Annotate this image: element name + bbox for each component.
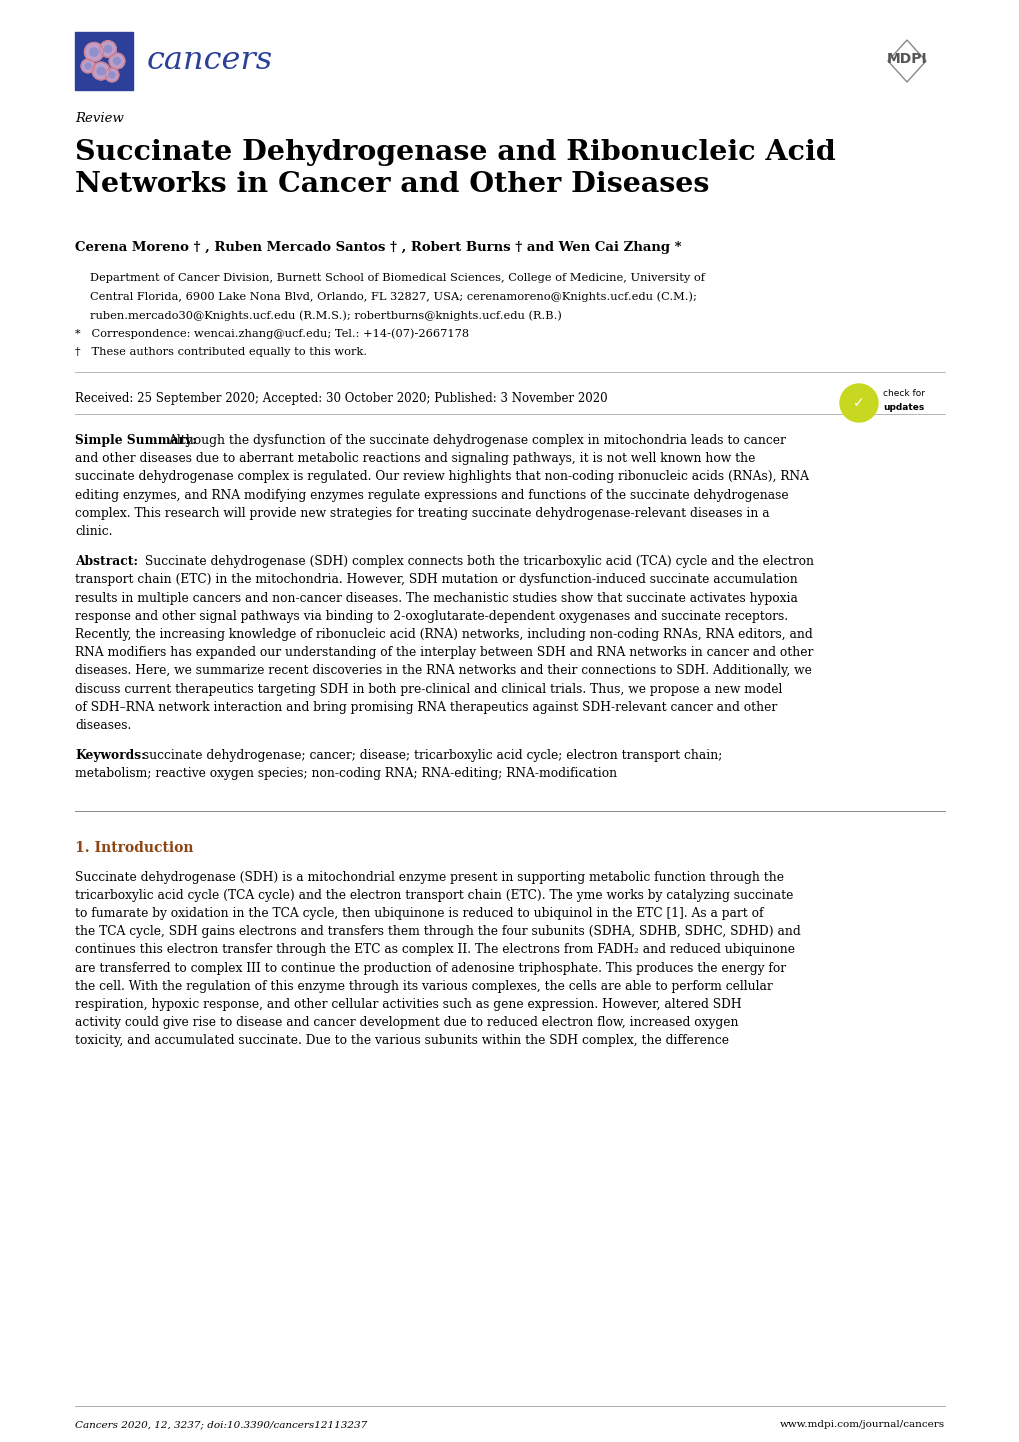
Text: response and other signal pathways via binding to 2-oxoglutarate-dependent oxyge: response and other signal pathways via b… [75, 610, 788, 623]
Text: Succinate dehydrogenase (SDH) is a mitochondrial enzyme present in supporting me: Succinate dehydrogenase (SDH) is a mitoc… [75, 871, 784, 884]
Polygon shape [888, 40, 925, 82]
Text: complex. This research will provide new strategies for treating succinate dehydr: complex. This research will provide new … [75, 506, 769, 519]
Text: succinate dehydrogenase; cancer; disease; tricarboxylic acid cycle; electron tra: succinate dehydrogenase; cancer; disease… [139, 750, 721, 763]
Text: Review: Review [75, 112, 123, 125]
Circle shape [113, 58, 120, 65]
Circle shape [840, 384, 877, 423]
Text: metabolism; reactive oxygen species; non-coding RNA; RNA-editing; RNA-modificati: metabolism; reactive oxygen species; non… [75, 767, 616, 780]
Text: RNA modifiers has expanded our understanding of the interplay between SDH and RN: RNA modifiers has expanded our understan… [75, 646, 812, 659]
Text: Succinate Dehydrogenase and Ribonucleic Acid
Networks in Cancer and Other Diseas: Succinate Dehydrogenase and Ribonucleic … [75, 138, 835, 198]
Text: transport chain (ETC) in the mitochondria. However, SDH mutation or dysfunction-: transport chain (ETC) in the mitochondri… [75, 574, 797, 587]
Text: and other diseases due to aberrant metabolic reactions and signaling pathways, i: and other diseases due to aberrant metab… [75, 453, 755, 466]
Circle shape [97, 68, 105, 75]
Text: Cancers 2020, 12, 3237; doi:10.3390/cancers12113237: Cancers 2020, 12, 3237; doi:10.3390/canc… [75, 1420, 367, 1429]
Text: succinate dehydrogenase complex is regulated. Our review highlights that non-cod: succinate dehydrogenase complex is regul… [75, 470, 808, 483]
Text: ruben.mercado30@Knights.ucf.edu (R.M.S.); robertburns@knights.ucf.edu (R.B.): ruben.mercado30@Knights.ucf.edu (R.M.S.)… [90, 310, 561, 320]
Text: editing enzymes, and RNA modifying enzymes regulate expressions and functions of: editing enzymes, and RNA modifying enzym… [75, 489, 788, 502]
Circle shape [82, 59, 95, 72]
Text: continues this electron transfer through the ETC as complex II. The electrons fr: continues this electron transfer through… [75, 943, 794, 956]
Circle shape [100, 40, 116, 58]
Text: discuss current therapeutics targeting SDH in both pre-clinical and clinical tri: discuss current therapeutics targeting S… [75, 682, 782, 695]
Text: Received: 25 September 2020; Accepted: 30 October 2020; Published: 3 November 20: Received: 25 September 2020; Accepted: 3… [75, 392, 607, 405]
Text: to fumarate by oxidation in the TCA cycle, then ubiquinone is reduced to ubiquin: to fumarate by oxidation in the TCA cycl… [75, 907, 763, 920]
Text: Abstract:: Abstract: [75, 555, 138, 568]
Text: cancers: cancers [147, 45, 273, 75]
Circle shape [104, 45, 111, 52]
Text: Central Florida, 6900 Lake Nona Blvd, Orlando, FL 32827, USA; cerenamoreno@Knigh: Central Florida, 6900 Lake Nona Blvd, Or… [90, 291, 696, 301]
Text: Cerena Moreno † , Ruben Mercado Santos † , Robert Burns † and Wen Cai Zhang *: Cerena Moreno † , Ruben Mercado Santos †… [75, 241, 681, 254]
Text: MDPI: MDPI [886, 52, 926, 66]
Text: updates: updates [882, 402, 923, 412]
Text: clinic.: clinic. [75, 525, 112, 538]
Text: *   Correspondence: wencai.zhang@ucf.edu; Tel.: +14-(07)-2667178: * Correspondence: wencai.zhang@ucf.edu; … [75, 329, 469, 339]
Text: respiration, hypoxic response, and other cellular activities such as gene expres: respiration, hypoxic response, and other… [75, 998, 741, 1011]
Text: results in multiple cancers and non-cancer diseases. The mechanistic studies sho: results in multiple cancers and non-canc… [75, 591, 797, 604]
Circle shape [109, 53, 124, 69]
Text: toxicity, and accumulated succinate. Due to the various subunits within the SDH : toxicity, and accumulated succinate. Due… [75, 1034, 729, 1047]
Text: of SDH–RNA network interaction and bring promising RNA therapeutics against SDH-: of SDH–RNA network interaction and bring… [75, 701, 776, 714]
Circle shape [85, 63, 91, 69]
Circle shape [90, 48, 98, 56]
Circle shape [109, 72, 115, 78]
Text: diseases. Here, we summarize recent discoveries in the RNA networks and their co: diseases. Here, we summarize recent disc… [75, 665, 811, 678]
Text: Simple Summary:: Simple Summary: [75, 434, 197, 447]
FancyBboxPatch shape [75, 32, 132, 89]
Text: Although the dysfunction of the succinate dehydrogenase complex in mitochondria : Although the dysfunction of the succinat… [168, 434, 786, 447]
Text: are transferred to complex III to continue the production of adenosine triphosph: are transferred to complex III to contin… [75, 962, 786, 975]
Text: the TCA cycle, SDH gains electrons and transfers them through the four subunits : the TCA cycle, SDH gains electrons and t… [75, 926, 800, 939]
Circle shape [92, 62, 110, 79]
Circle shape [105, 68, 118, 82]
Text: Keywords:: Keywords: [75, 750, 146, 763]
Circle shape [85, 42, 103, 62]
Text: Succinate dehydrogenase (SDH) complex connects both the tricarboxylic acid (TCA): Succinate dehydrogenase (SDH) complex co… [141, 555, 813, 568]
Text: the cell. With the regulation of this enzyme through its various complexes, the : the cell. With the regulation of this en… [75, 979, 772, 992]
Text: check for: check for [882, 389, 924, 398]
Text: Recently, the increasing knowledge of ribonucleic acid (RNA) networks, including: Recently, the increasing knowledge of ri… [75, 629, 812, 642]
Text: diseases.: diseases. [75, 720, 131, 733]
Text: ✓: ✓ [852, 397, 864, 410]
Text: tricarboxylic acid cycle (TCA cycle) and the electron transport chain (ETC). The: tricarboxylic acid cycle (TCA cycle) and… [75, 888, 793, 901]
Text: †   These authors contributed equally to this work.: † These authors contributed equally to t… [75, 348, 367, 358]
Text: www.mdpi.com/journal/cancers: www.mdpi.com/journal/cancers [780, 1420, 944, 1429]
Text: 1. Introduction: 1. Introduction [75, 841, 194, 855]
Text: activity could give rise to disease and cancer development due to reduced electr: activity could give rise to disease and … [75, 1017, 738, 1030]
Text: Department of Cancer Division, Burnett School of Biomedical Sciences, College of: Department of Cancer Division, Burnett S… [90, 273, 704, 283]
